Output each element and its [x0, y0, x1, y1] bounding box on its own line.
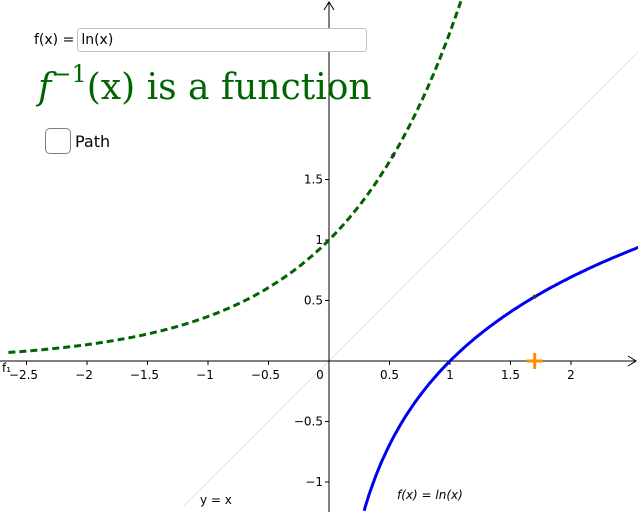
x-tick-label: −1.5 — [130, 368, 159, 382]
y-tick-label: 1.5 — [304, 173, 323, 187]
y-tick-label: −0.5 — [294, 415, 323, 429]
x-axis-marker-icon[interactable] — [526, 353, 543, 369]
x-tick-label: −2 — [75, 368, 93, 382]
path-checkbox[interactable] — [45, 128, 71, 154]
inverse-status-heading: f−1(x) is a function — [38, 60, 372, 108]
y-tick-label: 1 — [315, 233, 323, 247]
function-input-row: f(x) = — [34, 27, 368, 53]
x-tick-label: −0.5 — [251, 368, 280, 382]
y-tick-label: −1 — [305, 475, 323, 489]
x-tick-label: 0 — [316, 368, 324, 382]
headline-argument: (x) — [86, 67, 136, 108]
x-tick-label: 1.5 — [501, 368, 520, 382]
x-tick-label: 2 — [567, 368, 575, 382]
x-tick-label: −2.5 — [9, 368, 38, 382]
x-tick-label: −1 — [196, 368, 214, 382]
function-input[interactable] — [77, 28, 368, 52]
identity-line-label: y = x — [200, 493, 232, 507]
inverse-function-curve[interactable] — [8, 0, 463, 354]
inverse-curve-label: f₁ — [2, 361, 11, 375]
function-curve-label: f(x) = ln(x) — [397, 488, 463, 502]
x-axis-arrow — [627, 355, 637, 367]
x-tick-label: 0.5 — [380, 368, 399, 382]
headline-function-name: f — [38, 67, 52, 108]
x-tick-label: 1 — [446, 368, 454, 382]
headline-exponent: −1 — [51, 60, 87, 88]
y-tick-label: 0.5 — [304, 294, 323, 308]
point-on-function[interactable] — [532, 294, 537, 299]
y-axis-arrow — [323, 1, 335, 11]
identity-line — [183, 51, 638, 507]
headline-suffix: is a function — [135, 67, 372, 108]
function-curve[interactable] — [362, 245, 638, 512]
path-toggle-row[interactable]: Path — [45, 128, 110, 154]
point-on-inverse[interactable] — [391, 153, 396, 158]
path-checkbox-label: Path — [75, 131, 111, 151]
function-input-label: f(x) = — [34, 32, 75, 48]
